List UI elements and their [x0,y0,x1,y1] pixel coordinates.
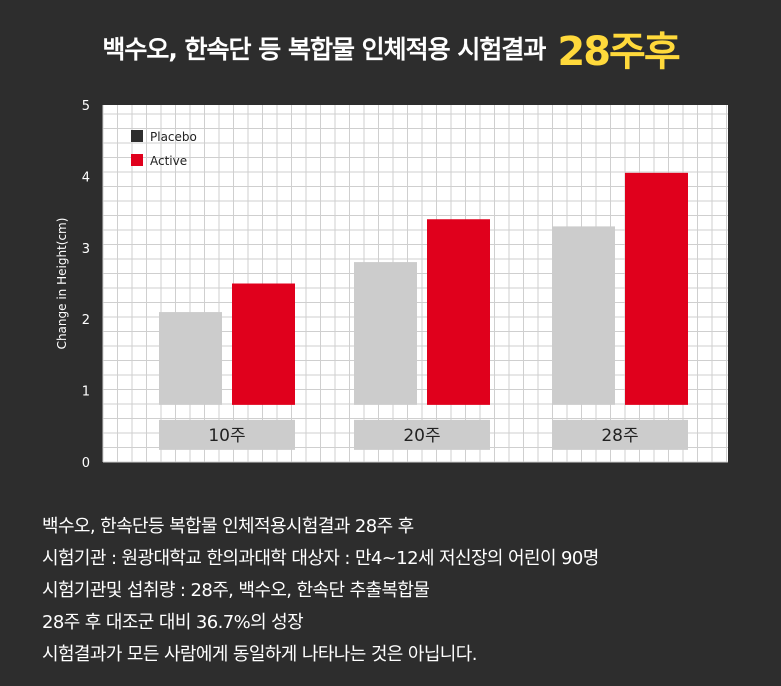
bar-placebo-1 [159,312,222,405]
category-label-box [354,419,490,450]
note-line-2: 시험기관 : 원광대학교 한의과대학 대상자 : 만4~12세 저신장의 어린이… [42,548,599,569]
bar-active-2 [427,219,490,405]
title-text: 백수오, 한속단 등 복합물 인체적용 시험결과 [102,35,546,64]
category-label: 20주 [403,426,440,446]
category-label-box [159,419,295,450]
legend-label-placebo: Placebo [150,130,197,144]
note-line-5: 시험결과가 모든 사람에게 동일하게 나타나는 것은 아닙니다. [42,644,477,665]
y-tick-label: 5 [82,99,90,114]
y-axis-title: Change in Height(cm) [55,218,69,350]
y-tick-label: 2 [82,313,90,328]
note-line-1: 백수오, 한속단등 복합물 인체적용시험결과 28주 후 [42,516,414,537]
y-tick-label: 4 [82,170,90,185]
y-tick-label: 0 [82,456,90,471]
bar-placebo-2 [354,262,417,405]
legend-label-active: Active [150,154,187,168]
bar-placebo-3 [552,226,615,405]
bar-active-3 [625,172,688,405]
note-line-3: 시험기관및 섭취량 : 28주, 백수오, 한속단 추출복합물 [42,580,430,601]
notes-block: 백수오, 한속단등 복합물 인체적용시험결과 28주 후 시험기관 : 원광대학… [42,511,599,671]
y-tick-label: 1 [82,385,90,400]
title-highlight: 28주후 [557,29,680,75]
page-title: 백수오, 한속단 등 복합물 인체적용 시험결과 28주후 [0,0,781,96]
y-tick-label: 3 [82,242,90,257]
legend-swatch-placebo [131,130,143,142]
bar-active-1 [232,283,295,405]
bar-chart: 0 1 2 3 4 5 Change in Height(cm) 10주 20주 28주 Place… [55,99,728,471]
note-line-4: 28주 후 대조군 대비 36.7%의 성장 [42,612,304,633]
category-label: 10주 [208,426,245,446]
category-label: 28주 [601,426,638,446]
category-label-box [552,419,688,450]
legend-swatch-active [131,154,143,166]
